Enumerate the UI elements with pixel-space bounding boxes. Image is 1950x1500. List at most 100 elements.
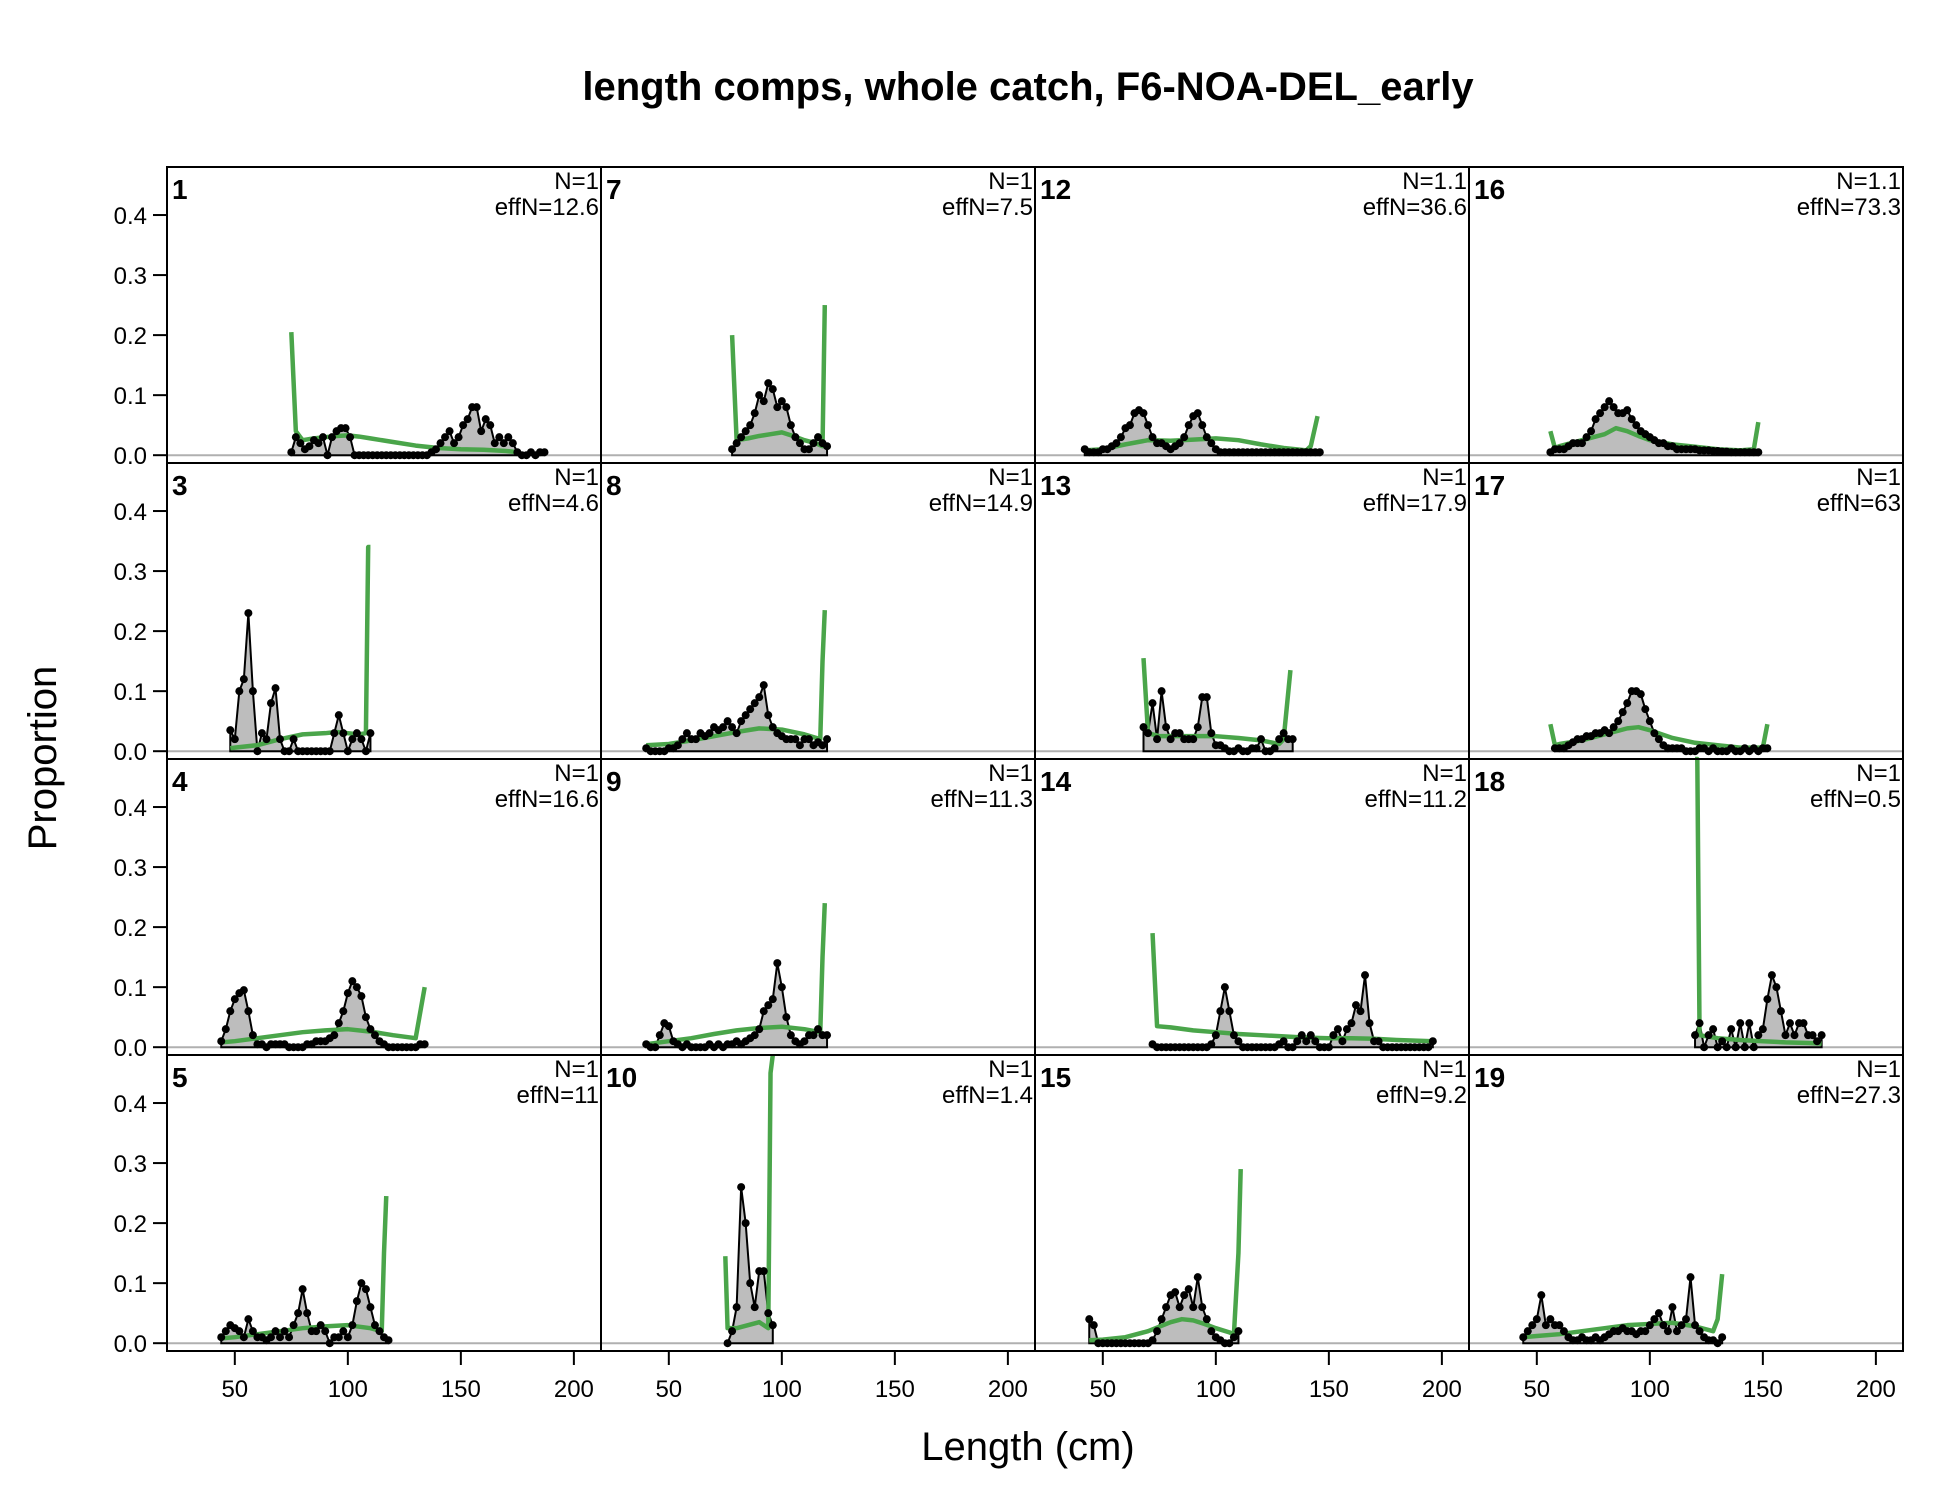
- observed-point: [786, 421, 795, 430]
- observed-point: [1153, 735, 1162, 744]
- observed-point: [1202, 433, 1211, 442]
- observed-point: [823, 442, 832, 451]
- observed-point: [1198, 421, 1207, 430]
- observed-point: [1587, 427, 1596, 436]
- observed-area: [229, 613, 372, 755]
- y-tick-label: 0.0: [114, 1331, 147, 1358]
- panel-label: 8: [606, 470, 622, 501]
- observed-point: [1193, 723, 1202, 732]
- y-tick-label: 0.4: [114, 203, 147, 230]
- panel-effn-label: effN=63: [1817, 490, 1901, 517]
- observed-point: [1654, 735, 1663, 744]
- observed-point: [436, 439, 445, 448]
- panel-label: 16: [1474, 174, 1505, 205]
- observed-point: [1722, 1043, 1731, 1052]
- x-tick-label: 100: [328, 1376, 368, 1403]
- observed-point: [1306, 1031, 1315, 1040]
- observed-point: [786, 1031, 795, 1040]
- panel-label: 18: [1474, 766, 1505, 797]
- observed-point: [764, 711, 773, 720]
- observed-point: [1659, 1321, 1668, 1330]
- expected-line: [1695, 756, 1822, 1046]
- observed-point: [1338, 1037, 1347, 1046]
- panel-n-label: N=1: [1422, 1056, 1467, 1083]
- observed-point: [266, 699, 275, 708]
- y-tick-label: 0.4: [114, 795, 147, 822]
- observed-point: [276, 1333, 285, 1342]
- observed-point: [1772, 983, 1781, 992]
- observed-point: [314, 439, 323, 448]
- observed-point: [732, 729, 741, 738]
- observed-point: [221, 1025, 230, 1034]
- panel-n-label: N=1: [554, 1056, 599, 1083]
- observed-point: [325, 1339, 334, 1348]
- panel-effn-label: effN=14.9: [929, 490, 1033, 517]
- y-tick-label: 0.2: [114, 619, 147, 646]
- observed-point: [791, 735, 800, 744]
- observed-point: [1424, 1043, 1433, 1052]
- axis-ticks: 0.0 0.1 0.2 0.3 0.4 0.0 0.1 0.2 0.3 0.4 0.0 0.1 0.2 0…: [114, 203, 1896, 1403]
- observed-point: [1311, 1037, 1320, 1046]
- observed-point: [341, 424, 350, 433]
- observed-point: [321, 1327, 330, 1336]
- observed-point: [1189, 735, 1198, 744]
- panel-label: 4: [172, 766, 188, 797]
- panel-n-label: N=1: [988, 168, 1033, 195]
- observed-point: [370, 1031, 379, 1040]
- observed-point: [239, 986, 248, 995]
- x-tick-label: 150: [441, 1376, 481, 1403]
- observed-point: [357, 1279, 366, 1288]
- observed-point: [1808, 1031, 1817, 1040]
- observed-point: [1207, 439, 1216, 448]
- observed-point: [1125, 421, 1134, 430]
- observed-point: [1189, 1303, 1198, 1312]
- observed-point: [755, 693, 764, 702]
- observed-point: [244, 1315, 253, 1324]
- observed-point: [1112, 439, 1121, 448]
- observed-point: [1709, 1025, 1718, 1034]
- observed-point: [673, 741, 682, 750]
- observed-point: [1153, 1327, 1162, 1336]
- observed-point: [1270, 744, 1279, 753]
- observed-point: [777, 983, 786, 992]
- panel-label: 7: [606, 174, 622, 205]
- observed-point: [1785, 1019, 1794, 1028]
- observed-point: [477, 427, 486, 436]
- observed-point: [804, 445, 813, 454]
- observed-point: [764, 379, 773, 388]
- panel-n-label: N=1: [988, 464, 1033, 491]
- observed-point: [1645, 1321, 1654, 1330]
- observed-point: [490, 439, 499, 448]
- observed-point: [768, 385, 777, 394]
- observed-point: [750, 699, 759, 708]
- observed-point: [1297, 1031, 1306, 1040]
- observed-point: [691, 735, 700, 744]
- observed-point: [230, 995, 239, 1004]
- observed-point: [768, 995, 777, 1004]
- y-tick-label: 0.3: [114, 1151, 147, 1178]
- observed-point: [1799, 1019, 1808, 1028]
- observed-point: [1148, 699, 1157, 708]
- observed-point: [741, 711, 750, 720]
- x-tick-label: 200: [988, 1376, 1028, 1403]
- observed-point: [239, 1333, 248, 1342]
- observed-point: [296, 439, 305, 448]
- observed-point: [1718, 1333, 1727, 1342]
- x-tick-label: 50: [221, 1376, 248, 1403]
- observed-point: [1351, 1001, 1360, 1010]
- observed-point: [257, 729, 266, 738]
- observed-point: [682, 729, 691, 738]
- observed-point: [339, 729, 348, 738]
- observed-point: [1623, 406, 1632, 415]
- observed-point: [1695, 1327, 1704, 1336]
- observed-point: [294, 1309, 303, 1318]
- observed-point: [664, 1022, 673, 1031]
- observed-point: [239, 675, 248, 684]
- observed-point: [540, 448, 549, 457]
- observed-point: [1288, 1043, 1297, 1052]
- observed-point: [343, 1333, 352, 1342]
- observed-point: [719, 723, 728, 732]
